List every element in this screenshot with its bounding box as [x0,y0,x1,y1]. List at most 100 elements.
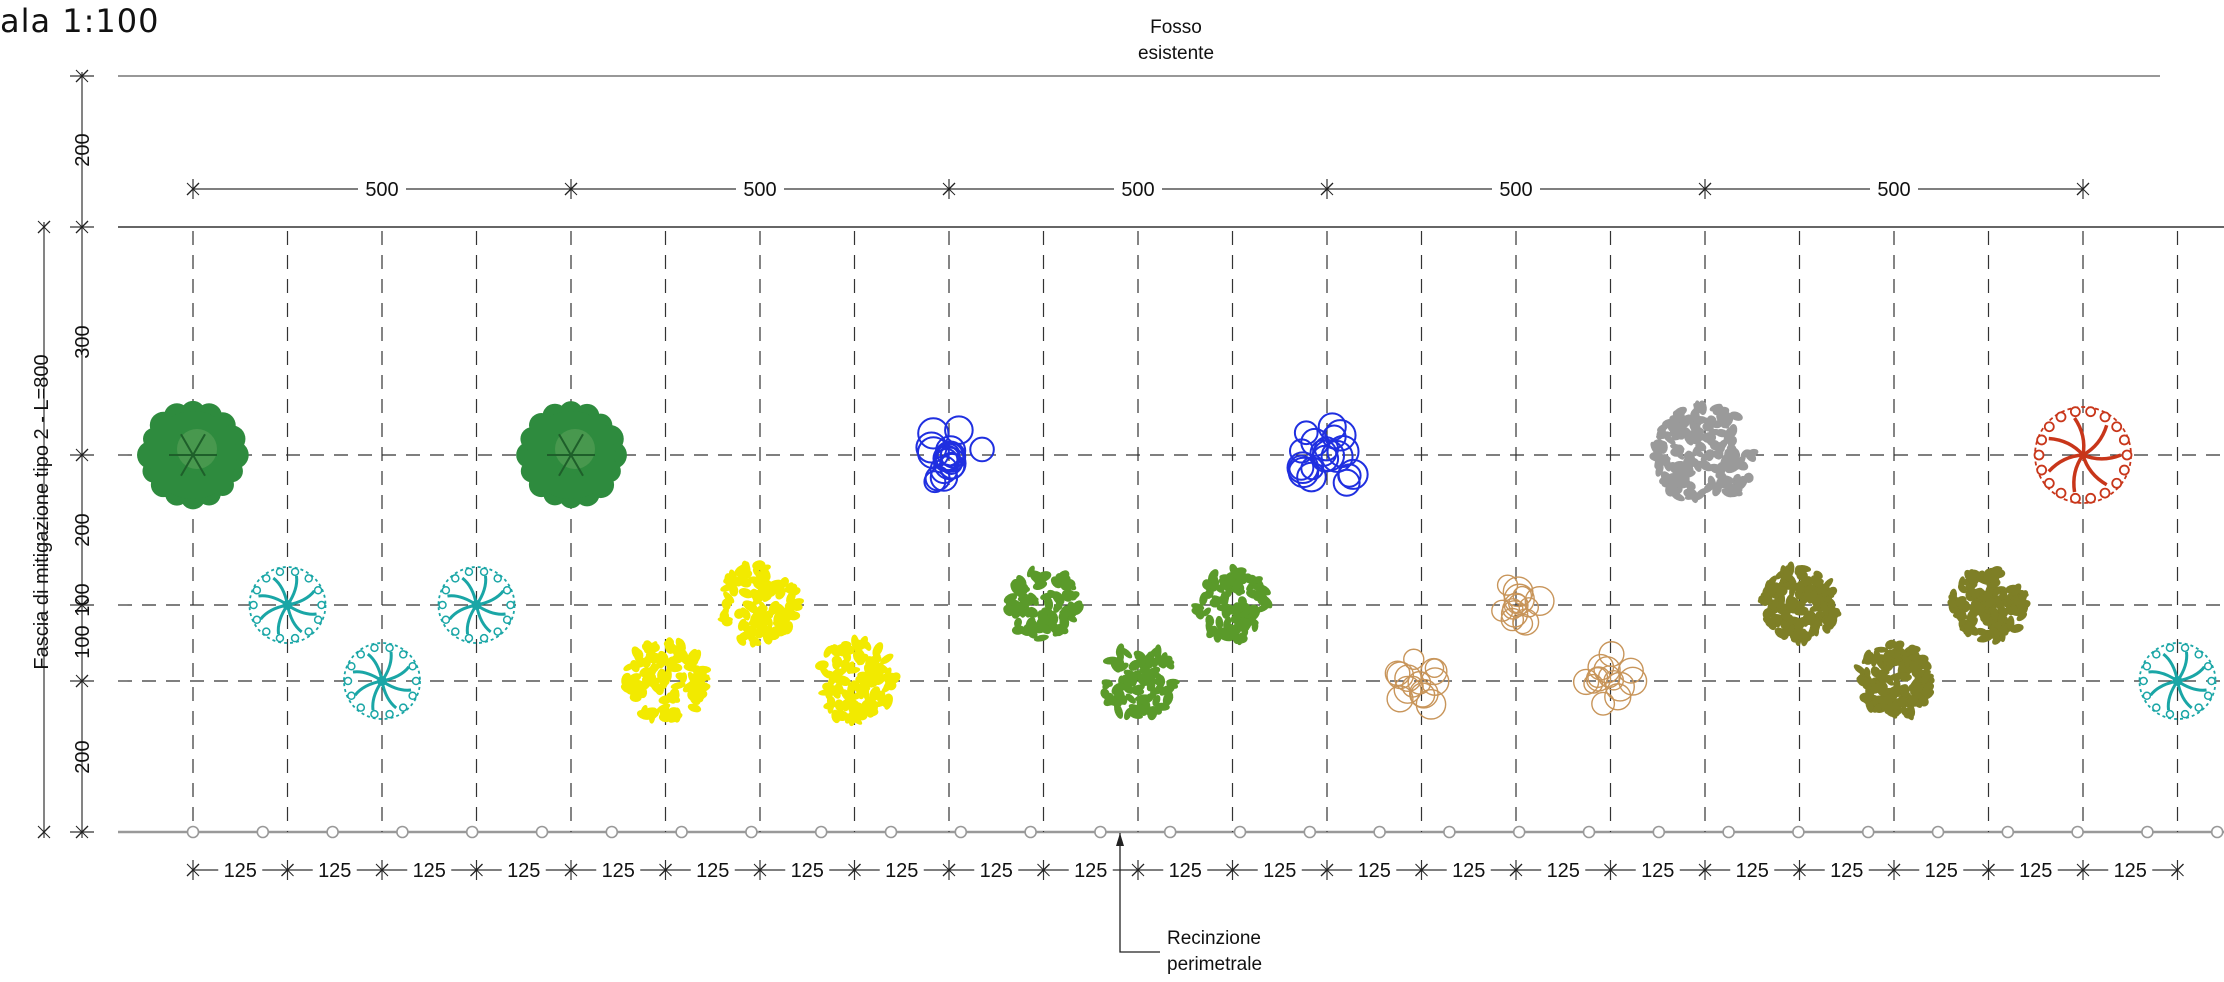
yellow-shrub [815,634,901,727]
bottom-dim-label-bg [1541,858,1586,882]
dim-tick [1698,182,1712,196]
bottom-dim-label-bg [1730,858,1775,882]
bottom-dim-label: 125 [980,860,1013,882]
dim-tick [186,182,200,196]
bottom-dim-label: 125 [1830,860,1863,882]
fence-post [745,825,758,839]
teal-shrub [437,566,516,644]
bottom-dim-label: 125 [224,860,257,882]
top-dim-label: 500 [365,179,398,201]
fence-post [954,825,968,839]
bottom-dim-label-bg [690,858,735,882]
gray-tree [1649,400,1759,504]
dim-tick [564,182,578,196]
dim-tick [470,863,483,877]
bottom-dim-label: 125 [1736,860,1769,882]
bottom-dim-label-bg [2013,858,2058,882]
bottom-dim-label: 125 [507,860,540,882]
dim-tick [75,220,89,234]
fence-post [1094,825,1107,839]
plants-layer [137,400,2217,727]
fence-post [1163,825,1177,839]
bottom-dim-label: 125 [602,860,635,882]
dim-tick [1509,863,1523,877]
bottom-dim-label: 125 [413,860,446,882]
fence-post [1652,825,1666,839]
dim-tick [37,825,51,839]
khaki-shrub [1947,566,2031,645]
dim-tick [659,863,672,877]
fence-post [884,825,898,839]
bottom-dim-label: 125 [1547,860,1580,882]
bottom-dim-label: 125 [1925,860,1958,882]
fence-post [1233,825,1247,839]
bottom-dim-label-bg [2108,858,2153,882]
bottom-dim-label: 125 [1452,860,1485,882]
bottom-dim-label: 125 [696,860,729,882]
bottom-dim-label-bg [1824,858,1869,882]
dark-green-tree [516,401,627,509]
left-dim-label: 200 [72,513,94,546]
dim-tick [1415,863,1428,877]
dim-tick [564,863,578,877]
bottom-dim-label: 125 [1641,860,1674,882]
dim-tick [186,863,200,877]
dim-tick [75,598,89,612]
dim-tick [75,825,89,839]
bottom-dim-label-bg [312,858,357,882]
bottom-dim-label-bg [1257,858,1302,882]
construction-lines [118,75,2224,839]
dim-tick [1320,863,1334,877]
dim-tick [2076,182,2090,196]
fence-post [326,825,339,839]
fence-post [1024,825,1037,839]
dim-tick [1698,863,1712,877]
fence-post [1792,825,1805,839]
top-dim-label: 500 [743,179,776,201]
bottom-dim-label-bg [1068,858,1113,882]
dim-tick [2076,863,2090,877]
fence-post [1931,825,1945,839]
dim-tick [75,69,89,83]
fence-post [2210,825,2224,839]
bottom-dim-label-bg [1446,858,1491,882]
bottom-dim-label: 125 [2114,860,2147,882]
teal-shrub [343,642,421,720]
side-label: Fascia di mitigazione tipo 2 - L=800 [31,354,53,669]
top-dim-label-bg [358,177,406,201]
fence-post [1303,825,1317,839]
dim-tick [1887,863,1901,877]
fence-post [1512,825,1526,839]
tan-shrub [1491,574,1555,636]
dim-tick [75,674,89,688]
dim-tick [375,863,389,877]
fence-post [2141,825,2154,839]
ditch-label-line1: Fosso [1150,17,1202,38]
dim-tick [848,863,861,877]
fence-post [2001,825,2015,839]
khaki-shrub [1757,561,1842,647]
bottom-dim-label: 125 [1358,860,1391,882]
fence-post [2071,825,2084,839]
left-dim-label: 100 [72,625,94,658]
fence-post [1373,825,1386,839]
scale-title: ala 1:100 [0,2,160,40]
bottom-dim-label: 125 [1074,860,1107,882]
blue-tree [1286,412,1369,497]
fence-post [605,825,619,839]
fence-post [1861,825,1875,839]
dim-tick [1131,863,1145,877]
dim-tick [2171,863,2184,877]
green-shrub [1191,563,1273,646]
yellow-shrub [620,637,712,724]
dim-tick [1793,863,1806,877]
dim-tick [1037,863,1050,877]
left-dim-label: 200 [72,740,94,773]
bottom-dim-label-bg [1163,858,1208,882]
ditch-label-line2: esistente [1138,43,1214,64]
bottom-dim-label: 125 [791,860,824,882]
tan-shrub [1572,641,1648,716]
dark-green-tree [137,400,249,510]
dim-tick [1320,182,1334,196]
